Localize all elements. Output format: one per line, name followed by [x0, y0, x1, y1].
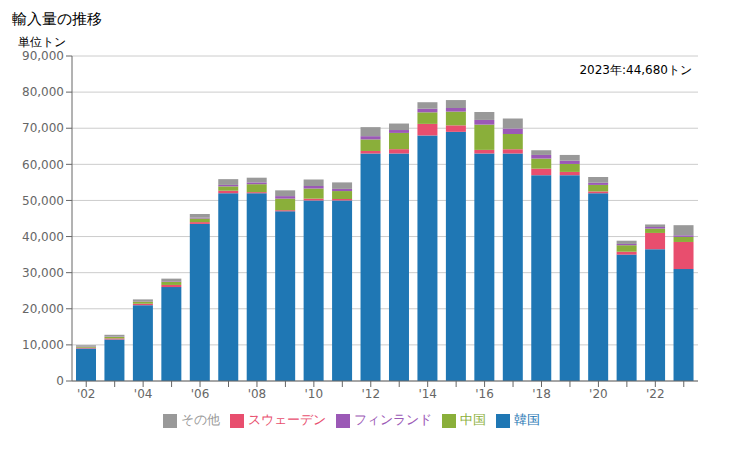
svg-text:20,000: 20,000 — [22, 302, 64, 316]
html-text:中国: 中国 — [459, 412, 486, 427]
svg-text:70,000: 70,000 — [22, 121, 64, 135]
svg-text:'02: '02 — [77, 387, 96, 401]
svg-text:40,000: 40,000 — [22, 230, 64, 244]
svg-text:0: 0 — [56, 374, 64, 388]
svg-text:'14: '14 — [418, 387, 437, 401]
svg-text:'20: '20 — [589, 387, 608, 401]
svg-text:'08: '08 — [248, 387, 267, 401]
svg-text:90,000: 90,000 — [22, 49, 64, 63]
svg-text:'12: '12 — [361, 387, 380, 401]
html-text:2023年:44,680トン: 2023年:44,680トン — [579, 63, 692, 77]
svg-text:60,000: 60,000 — [22, 158, 64, 172]
html-text:スウェーデン: スウェーデン — [247, 412, 326, 427]
svg-text:80,000: 80,000 — [22, 85, 64, 99]
svg-text:'16: '16 — [475, 387, 494, 401]
html-text:輸入量の推移: 輸入量の推移 — [12, 10, 102, 28]
svg-text:'18: '18 — [532, 387, 551, 401]
svg-text:'06: '06 — [191, 387, 210, 401]
svg-text:30,000: 30,000 — [22, 266, 64, 280]
svg-text:'22: '22 — [646, 387, 665, 401]
html-text:その他: その他 — [180, 412, 220, 427]
html-text:単位トン: 単位トン — [18, 35, 66, 49]
svg-text:50,000: 50,000 — [22, 194, 64, 208]
html-text:韓国: 韓国 — [513, 412, 540, 427]
html-text:フィンランド: フィンランド — [353, 412, 432, 427]
svg-text:10,000: 10,000 — [22, 338, 64, 352]
svg-text:'10: '10 — [305, 387, 324, 401]
svg-text:'04: '04 — [134, 387, 153, 401]
